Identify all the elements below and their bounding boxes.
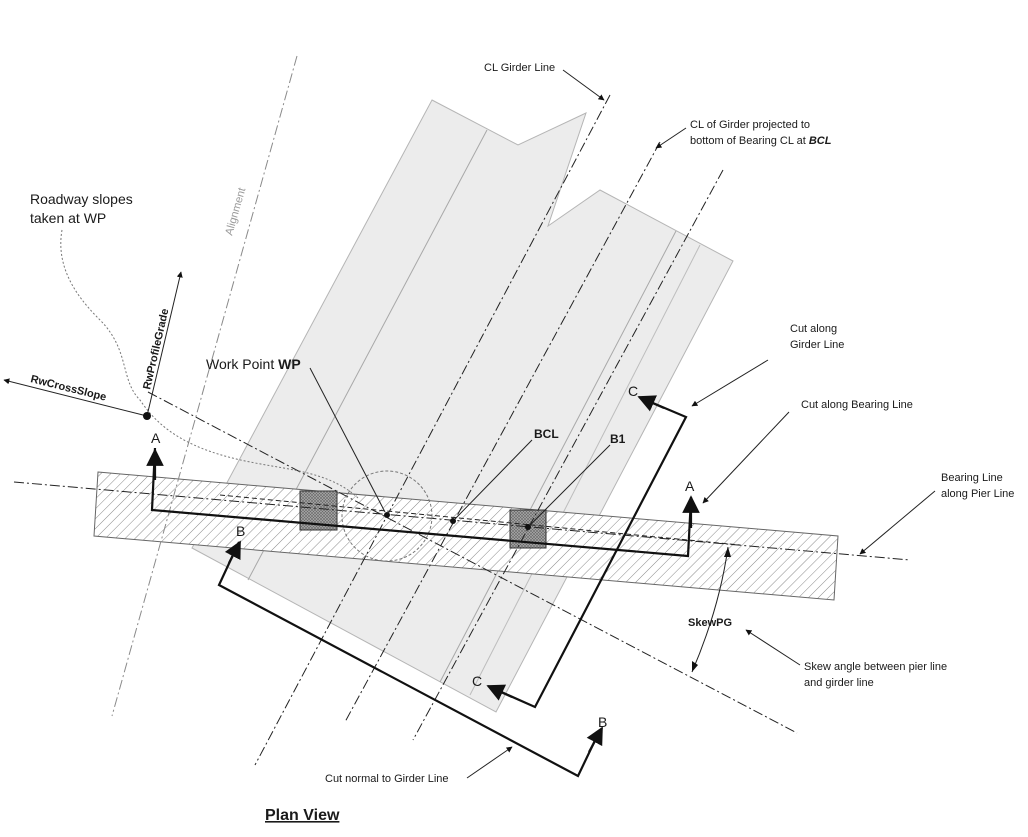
bearing-line-leader <box>859 490 936 555</box>
bearing-line-label-1: Bearing Line <box>941 472 1003 484</box>
section-c-bottom-label: C <box>472 673 482 689</box>
alignment-label: Alignment <box>223 186 248 236</box>
bearing-line-label-2: along Pier Line <box>941 488 1014 500</box>
skew-desc-leader <box>745 629 801 666</box>
section-cut-a <box>150 447 693 558</box>
cl-projected-bcl: BCL <box>809 135 832 147</box>
cut-normal-label: Cut normal to Girder Line <box>325 773 449 785</box>
skew-desc-label-1: Skew angle between pier line <box>804 661 947 673</box>
work-point-marker <box>384 512 390 518</box>
skew-arc-arrowhead <box>692 661 698 672</box>
girder-edge-cl-line <box>412 169 724 741</box>
bcl-leader <box>454 439 533 520</box>
bearing-line <box>13 481 911 561</box>
cl-girder-line <box>254 94 611 766</box>
section-c-arrow <box>637 395 665 412</box>
section-b-arrow <box>586 726 603 753</box>
bcl-label: BCL <box>534 427 559 441</box>
cl-girder-leader <box>562 69 605 101</box>
rw-cross-slope-arrow <box>3 378 148 417</box>
bearing-cl-dashed <box>219 494 741 546</box>
girder-web-line <box>439 230 677 683</box>
roadway-slope-point <box>143 412 151 420</box>
b1-label: B1 <box>610 432 626 446</box>
work-point-leader <box>309 367 386 513</box>
cut-girder-leader <box>691 359 769 407</box>
skew-angle-arc <box>691 546 729 673</box>
skew-pg-label: SkewPG <box>688 617 732 629</box>
rw-cross-slope-label: RwCrossSlope <box>29 373 107 403</box>
roadway-slopes-leader <box>60 229 359 499</box>
work-point-circle <box>341 470 433 562</box>
skew-desc-label-2: and girder line <box>804 677 874 689</box>
cut-bearing-label: Cut along Bearing Line <box>801 399 913 411</box>
roadway-slopes-label-1: Roadway slopes <box>30 191 133 207</box>
section-b-left-label: B <box>236 523 245 539</box>
section-a-left-label: A <box>151 430 161 446</box>
cut-bearing-leader <box>702 411 790 504</box>
cl-projected-label-1: CL of Girder projected to <box>690 119 810 131</box>
cl-girder-projected-line <box>344 141 661 723</box>
bcl-point-marker <box>450 518 456 524</box>
section-b-right-label: B <box>598 714 607 730</box>
section-c-top-label: C <box>628 383 638 399</box>
section-cut-b <box>217 541 601 778</box>
cut-girder-label-2: Girder Line <box>790 339 844 351</box>
work-point-label: Work Point WP <box>206 356 301 372</box>
skew-arc-arrowhead <box>724 547 731 557</box>
alignment-line <box>111 55 298 717</box>
girder-deck <box>191 99 734 713</box>
section-a-right-label: A <box>685 478 695 494</box>
b1-leader <box>529 444 611 526</box>
cl-projected-leader <box>655 127 687 149</box>
b1-point-marker <box>525 524 531 530</box>
roadway-slopes-label-2: taken at WP <box>30 210 106 226</box>
work-point-wp: WP <box>278 356 301 372</box>
skew-reference-line <box>147 391 798 734</box>
plan-view-title: Plan View <box>265 807 340 824</box>
cl-projected-label-2: bottom of Bearing CL at BCL <box>690 135 832 147</box>
cl-girder-line-label: CL Girder Line <box>484 62 555 74</box>
cut-normal-leader <box>466 746 513 779</box>
cut-girder-label-1: Cut along <box>790 323 837 335</box>
rw-profile-grade-arrow <box>146 271 183 417</box>
section-c-arrow <box>486 684 513 701</box>
section-b-arrow <box>224 540 241 564</box>
